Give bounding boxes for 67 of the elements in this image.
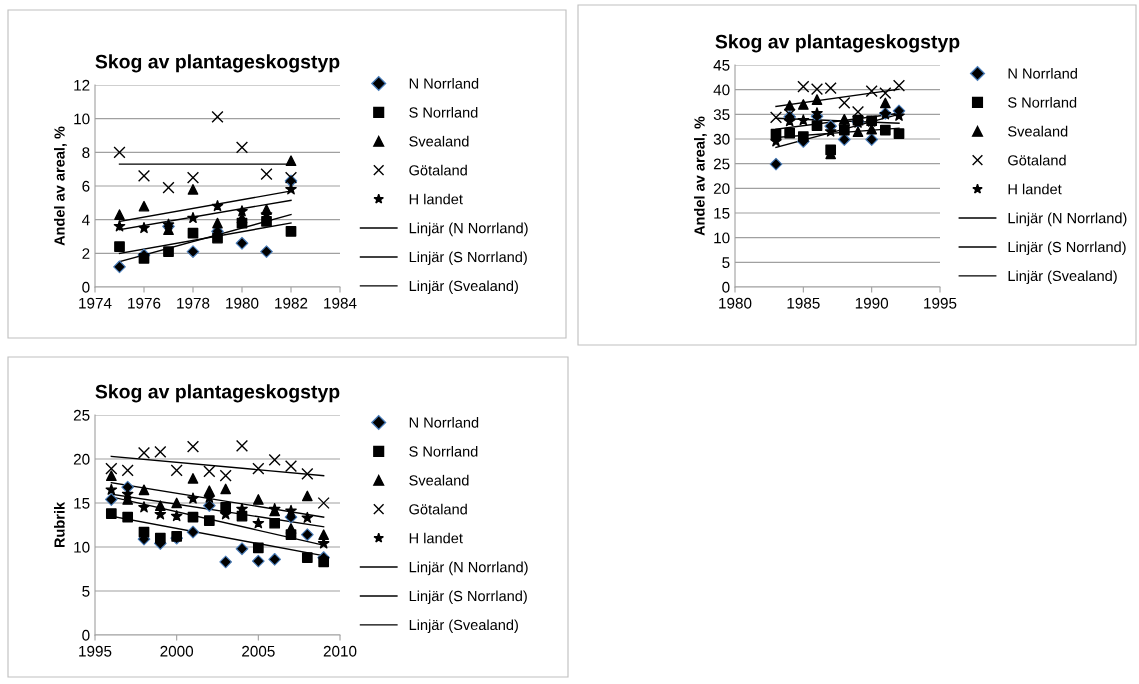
chart-title: Skog av plantageskogstyp	[715, 34, 960, 53]
y-tick-label: 4	[81, 214, 90, 226]
legend-label: H landet	[409, 532, 463, 544]
y-axis-title: Rubrik	[54, 501, 65, 548]
legend-label: Götaland	[409, 503, 467, 515]
legend-label: Svealand	[409, 135, 469, 147]
y-axis-title: Andel av areal, %	[694, 116, 707, 236]
y-tick-label: 30	[713, 133, 730, 145]
legend-label: Linjär (N Norrland)	[409, 561, 528, 576]
x-tick-label: 1976	[128, 297, 161, 309]
legend-label: Linjär (N Norrland)	[409, 222, 528, 237]
legend-label: H landet	[409, 193, 463, 205]
y-tick-label: 20	[73, 453, 90, 465]
legend-label: N Norrland	[409, 417, 479, 428]
y-tick-label: 8	[82, 147, 90, 159]
legend-label: Svealand	[1008, 125, 1068, 137]
y-tick-label: 0	[82, 629, 90, 641]
x-tick-label: 1984	[324, 297, 357, 309]
x-tick-label: 1980	[719, 297, 752, 309]
legend-label: Linjär (S Norrland)	[409, 590, 527, 605]
y-axis-title: Andel av areal, %	[54, 126, 67, 246]
x-tick-label: 1995	[79, 645, 112, 657]
x-tick-label: 2010	[323, 645, 357, 657]
y-tick-label: 0	[82, 281, 90, 293]
x-tick-label: 1995	[924, 297, 957, 309]
y-tick-label: 25	[73, 409, 90, 421]
x-tick-label: 1980	[226, 297, 259, 309]
y-tick-label: 45	[713, 60, 730, 71]
y-tick-label: 5	[722, 257, 730, 269]
x-tick-label: 2000	[160, 645, 194, 657]
y-tick-label: 40	[713, 84, 730, 96]
x-tick-label: 1974	[79, 297, 112, 309]
x-tick-label: 1982	[275, 297, 308, 309]
y-tick-label: 10	[714, 232, 730, 244]
y-tick-label: 10	[74, 113, 90, 125]
x-tick-label: 2005	[242, 645, 275, 657]
legend-label: S Norrland	[409, 445, 478, 457]
y-tick-label: 10	[74, 541, 90, 553]
y-tick-label: 15	[74, 498, 90, 509]
legend-label: Götaland	[409, 164, 467, 176]
chart-title: Skog av plantageskogstyp	[95, 54, 340, 73]
legend-label: S Norrland	[1008, 96, 1077, 108]
legend-label: H landet	[1008, 183, 1062, 195]
legend-label: Linjär (Svealand)	[1008, 270, 1117, 284]
y-tick-label: 12	[74, 79, 90, 91]
y-tick-label: 2	[82, 248, 90, 259]
y-tick-label: 20	[713, 183, 730, 195]
y-tick-label: 15	[714, 208, 730, 219]
legend-label: Svealand	[409, 474, 469, 486]
x-tick-label: 1978	[177, 297, 210, 309]
y-tick-label: 0	[722, 281, 730, 293]
legend-label: S Norrland	[409, 106, 478, 118]
y-tick-label: 35	[713, 109, 730, 121]
legend-label: Linjär (Svealand)	[409, 619, 518, 633]
legend-label: N Norrland	[409, 78, 479, 89]
chart-title: Skog av plantageskogstyp	[95, 384, 340, 403]
legend-label: Linjär (S Norrland)	[1008, 241, 1126, 256]
y-tick-label: 25	[713, 158, 730, 170]
legend-label: Linjär (Svealand)	[409, 280, 518, 294]
y-tick-label: 5	[82, 586, 90, 597]
legend-label: Götaland	[1008, 154, 1066, 166]
x-tick-label: 1990	[855, 297, 889, 309]
y-tick-label: 6	[82, 180, 90, 192]
x-tick-label: 1985	[787, 297, 820, 309]
legend-label: Linjär (N Norrland)	[1008, 212, 1127, 227]
legend-label: Linjär (S Norrland)	[409, 251, 527, 266]
legend-label: N Norrland	[1008, 68, 1077, 79]
